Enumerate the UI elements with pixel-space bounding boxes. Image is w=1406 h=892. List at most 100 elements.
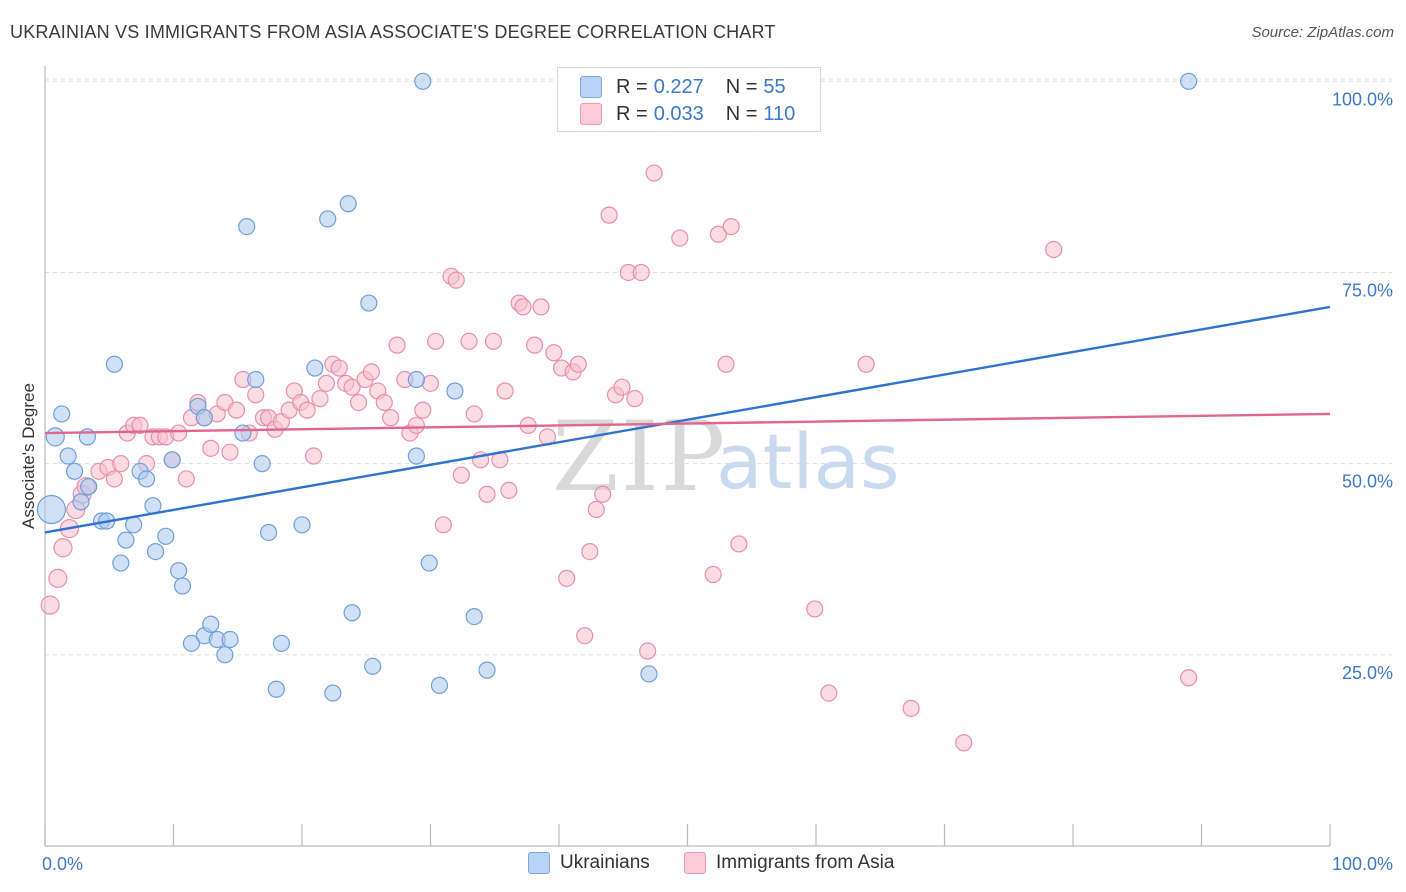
immigrant-point[interactable] [594,485,612,503]
ukrainian-point[interactable] [343,604,361,622]
ukrainian-point[interactable] [65,462,84,480]
ukrainian-point[interactable] [163,451,181,469]
ukrainian-point[interactable] [259,523,278,542]
legend-item-ukrainians[interactable]: Ukrainians [528,852,650,874]
immigrant-point[interactable] [639,642,657,660]
immigrant-point[interactable] [632,263,650,282]
immigrant-point[interactable] [955,734,973,752]
immigrant-point[interactable] [902,699,920,717]
immigrant-point[interactable] [330,359,348,377]
ukrainian-point[interactable] [364,657,382,675]
ukrainian-point[interactable] [72,493,90,511]
immigrant-point[interactable] [427,332,445,350]
ukrainian-point[interactable] [36,494,67,525]
immigrant-point[interactable] [465,405,483,423]
ukrainian-point[interactable] [465,607,483,626]
immigrant-point[interactable] [40,595,60,615]
immigrant-point[interactable] [525,336,544,354]
immigrant-point[interactable] [227,401,246,419]
ukrainian-point[interactable] [272,634,291,652]
ukrainian-point[interactable] [1180,72,1198,90]
immigrant-point[interactable] [170,424,188,442]
ukrainian-point[interactable] [221,630,239,649]
ukrainian-point[interactable] [247,370,265,389]
immigrant-point[interactable] [48,568,68,588]
immigrant-point[interactable] [704,565,722,584]
immigrant-point[interactable] [388,336,406,354]
immigrant-point[interactable] [730,535,748,553]
ukrainian-point[interactable] [157,527,175,545]
immigrant-point[interactable] [717,355,735,373]
immigrant-point[interactable] [434,516,452,534]
ukrainian-point[interactable] [80,477,98,496]
ukrainian-point[interactable] [414,72,432,90]
ukrainian-point[interactable] [195,409,213,427]
immigrant-point[interactable] [857,355,875,373]
immigrant-point[interactable] [53,538,73,558]
ukrainian-point[interactable] [146,542,165,561]
ukrainian-point[interactable] [253,455,271,473]
immigrant-point[interactable] [626,390,644,408]
ukrainian-point[interactable] [267,680,285,698]
ukrainian-point[interactable] [238,217,256,236]
immigrant-point[interactable] [478,485,496,503]
ukrainian-point[interactable] [216,646,234,664]
immigrant-point[interactable] [247,386,265,404]
immigrant-point[interactable] [311,390,329,408]
ukrainian-point[interactable] [137,470,156,488]
ukrainian-point[interactable] [339,195,357,213]
ukrainian-point[interactable] [324,684,342,702]
immigrant-point[interactable] [414,401,432,419]
immigrant-point[interactable] [202,439,220,457]
immigrant-point[interactable] [317,374,336,392]
immigrant-point[interactable] [545,344,563,362]
immigrant-point[interactable] [569,355,587,373]
immigrant-point[interactable] [112,455,130,473]
ukrainian-point[interactable] [117,531,135,549]
immigrant-point[interactable] [452,466,470,484]
immigrant-point[interactable] [532,298,550,316]
immigrant-point[interactable] [576,627,594,645]
immigrant-point[interactable] [806,600,824,618]
ukrainian-point[interactable] [640,665,658,683]
ukrainian-point[interactable] [446,382,464,400]
legend-item-immigrants[interactable]: Immigrants from Asia [684,852,894,874]
immigrant-point[interactable] [722,217,740,236]
ukrainian-point[interactable] [407,447,425,465]
ukrainian-point[interactable] [293,516,311,534]
immigrant-point[interactable] [1045,240,1063,259]
ukrainian-point[interactable] [478,661,496,679]
ukrainian-point[interactable] [125,516,143,534]
immigrant-point[interactable] [1180,669,1198,687]
immigrant-point[interactable] [496,382,514,400]
ukrainian-point[interactable] [407,370,425,389]
ukrainian-point[interactable] [173,577,192,595]
immigrant-point[interactable] [375,393,393,412]
immigrant-point[interactable] [514,298,532,316]
ukrainian-point[interactable] [182,634,201,652]
immigrant-point[interactable] [221,443,239,461]
ukrainian-point[interactable] [144,497,162,515]
ukrainian-point[interactable] [360,294,378,312]
immigrant-point[interactable] [421,374,440,392]
immigrant-point[interactable] [558,569,576,587]
immigrant-point[interactable] [177,470,195,488]
immigrant-point[interactable] [600,206,618,224]
immigrant-point[interactable] [382,409,400,427]
immigrant-point[interactable] [407,416,425,435]
ukrainian-point[interactable] [420,554,438,572]
immigrant-point[interactable] [105,470,123,488]
immigrant-point[interactable] [500,481,518,500]
immigrant-point[interactable] [645,164,663,182]
immigrant-point[interactable] [820,684,838,702]
ukrainian-point[interactable] [202,615,220,633]
ukrainian-point[interactable] [112,554,130,572]
immigrant-point[interactable] [613,378,631,396]
immigrant-point[interactable] [131,416,149,435]
immigrant-point[interactable] [587,500,605,519]
ukrainian-point[interactable] [105,355,123,373]
immigrant-point[interactable] [581,542,599,561]
ukrainian-point[interactable] [234,424,252,442]
immigrant-point[interactable] [671,229,689,247]
immigrant-point[interactable] [298,401,316,419]
